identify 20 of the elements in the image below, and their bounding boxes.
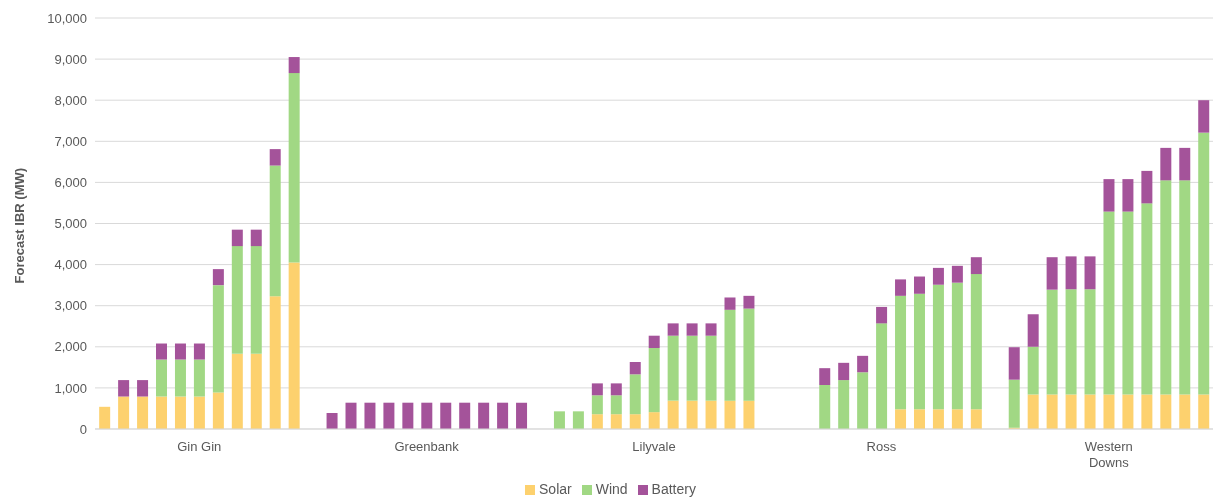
y-tick-label: 1,000 [54,380,87,396]
legend-label: Solar [539,481,572,497]
y-tick-label: 3,000 [54,298,87,314]
y-tick-label: 0 [79,421,87,437]
legend-label: Battery [651,481,696,497]
x-tick-label: Lilyvale [632,439,676,454]
y-tick-label: 7,000 [54,133,87,149]
y-tick-label: 9,000 [54,51,87,67]
y-axis-title: Forecast IBR (MW) [11,167,27,284]
y-tick-label: 6,000 [54,175,87,191]
y-tick-label: 5,000 [54,216,87,232]
x-tick-label: Ross [866,439,897,454]
x-tick-label: Gin Gin [177,439,222,454]
x-tick-label: Greenbank [394,439,460,454]
y-tick-label: 8,000 [54,92,87,108]
x-tick-label: Western Downs [1084,439,1133,470]
y-tick-label: 4,000 [54,257,87,273]
y-tick-label: 2,000 [54,339,87,355]
legend-label: Wind [595,481,628,497]
y-tick-label: 10,000 [47,10,87,26]
